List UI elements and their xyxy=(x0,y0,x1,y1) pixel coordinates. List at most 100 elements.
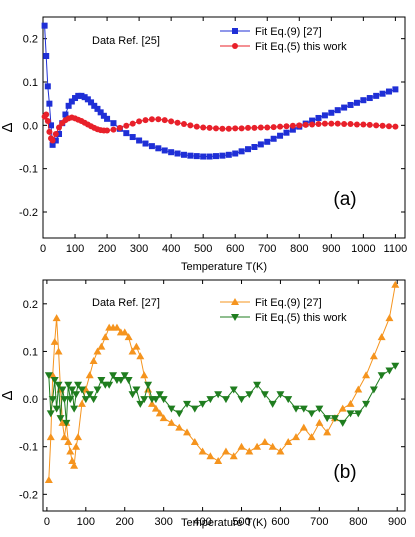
data-point xyxy=(229,386,238,394)
data-point xyxy=(225,151,232,158)
data-point xyxy=(147,399,156,407)
data-point xyxy=(385,314,394,322)
x-tick-label: 300 xyxy=(154,516,172,528)
data-point xyxy=(277,123,284,130)
data-point xyxy=(54,347,63,355)
data-point xyxy=(74,381,83,389)
data-point xyxy=(219,152,226,159)
data-point xyxy=(284,437,293,445)
data-point xyxy=(187,152,194,159)
x-axis-label: Temperature T(K) xyxy=(181,517,267,529)
data-point xyxy=(109,372,118,380)
data-point xyxy=(309,121,316,128)
data-point xyxy=(221,447,230,455)
data-point xyxy=(58,386,67,394)
data-point xyxy=(70,405,79,413)
y-tick-label: 0.2 xyxy=(23,34,38,46)
data-point xyxy=(270,124,277,131)
data-point xyxy=(46,410,55,418)
data-point xyxy=(360,97,367,104)
data-point xyxy=(142,117,149,124)
data-point xyxy=(56,124,63,131)
data-point xyxy=(385,367,394,375)
data-point xyxy=(237,442,246,450)
y-tick-label: -0.2 xyxy=(19,207,38,219)
data-point xyxy=(251,144,258,150)
data-point xyxy=(49,141,56,148)
data-point xyxy=(110,126,117,133)
data-point xyxy=(307,410,316,418)
data-point xyxy=(75,92,82,99)
data-point xyxy=(268,442,277,450)
data-point xyxy=(264,124,271,131)
x-tick-label: 600 xyxy=(226,243,244,255)
data-point xyxy=(88,99,95,106)
x-tick-label: 900 xyxy=(322,243,340,255)
data-point xyxy=(180,151,187,158)
data-point xyxy=(229,452,238,460)
y-axis-label: Δ xyxy=(0,390,16,400)
legend-entry: Fit Eq.(5) this work xyxy=(255,41,347,53)
data-point xyxy=(136,352,145,360)
data-point xyxy=(140,371,149,379)
x-tick-label: 700 xyxy=(258,243,276,255)
data-point xyxy=(112,323,121,331)
data-point xyxy=(64,437,73,445)
data-point xyxy=(366,121,373,128)
y-tick-label: -0.1 xyxy=(19,442,38,454)
data-point xyxy=(65,102,72,109)
x-tick-label: 0 xyxy=(44,516,50,528)
data-point xyxy=(369,352,378,360)
data-point xyxy=(52,131,59,137)
y-tick-label: -0.2 xyxy=(19,489,38,501)
data-point xyxy=(373,92,380,99)
data-point xyxy=(104,127,111,134)
data-point xyxy=(81,94,88,101)
data-point xyxy=(328,109,335,116)
data-point xyxy=(136,137,143,144)
data-point xyxy=(373,122,380,129)
panel-label: (a) xyxy=(333,189,356,210)
x-tick-label: 1100 xyxy=(384,243,408,255)
data-point xyxy=(66,447,75,455)
data-point xyxy=(377,333,386,341)
y-tick-label: 0.1 xyxy=(23,77,38,89)
data-point xyxy=(168,149,175,156)
data-point xyxy=(44,372,53,380)
data-point xyxy=(110,120,117,127)
data-point xyxy=(123,122,130,129)
data-point xyxy=(62,111,69,118)
data-point xyxy=(129,120,136,127)
x-tick-label: 500 xyxy=(194,243,212,255)
data-point xyxy=(198,447,207,455)
plot-frame xyxy=(42,16,406,239)
y-tick-label: -0.1 xyxy=(19,164,38,176)
data-point xyxy=(214,456,223,464)
data-point xyxy=(193,153,200,160)
data-point xyxy=(284,396,293,404)
data-point xyxy=(307,433,316,441)
data-point xyxy=(52,314,61,322)
data-point xyxy=(174,119,181,126)
data-point xyxy=(174,150,181,157)
data-point xyxy=(360,121,367,128)
data-point xyxy=(341,104,348,111)
data-point xyxy=(237,396,246,404)
data-point xyxy=(120,328,129,336)
data-point xyxy=(52,405,61,413)
data-point xyxy=(276,447,285,455)
data-point xyxy=(44,83,51,90)
data-point xyxy=(289,126,296,133)
data-point xyxy=(105,381,114,389)
data-point xyxy=(315,114,322,121)
data-point xyxy=(155,391,164,399)
data-point xyxy=(136,400,145,408)
plot-frame xyxy=(42,279,406,512)
data-point xyxy=(377,372,386,380)
data-point xyxy=(200,124,207,131)
data-point xyxy=(214,391,223,399)
data-point xyxy=(43,53,50,59)
data-point xyxy=(48,396,57,404)
data-point xyxy=(128,391,137,399)
data-point xyxy=(180,121,187,128)
